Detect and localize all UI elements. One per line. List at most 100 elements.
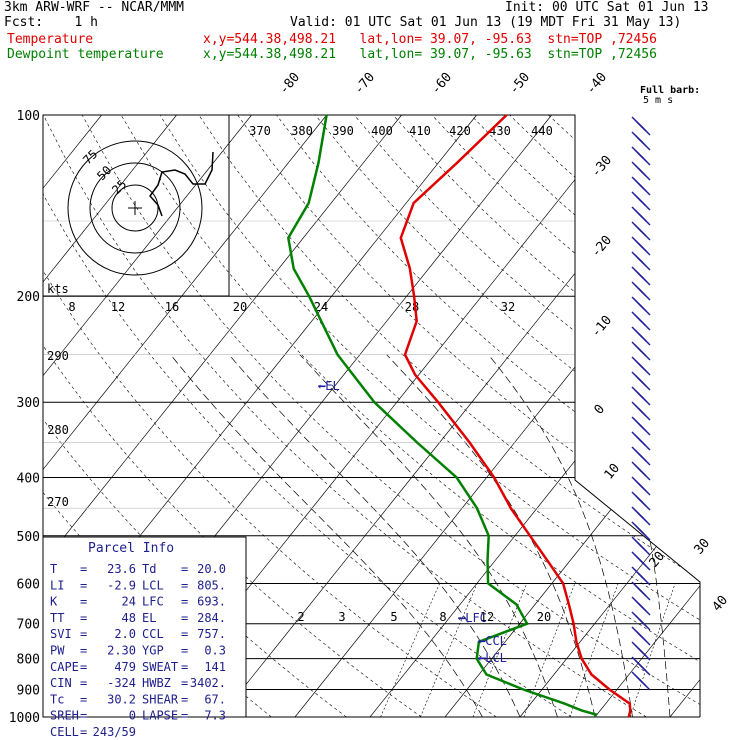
moist-adiabat — [488, 354, 633, 717]
wind-barb-flag — [637, 152, 647, 162]
parcel-field-name: HWBZ — [142, 676, 171, 690]
parcel-field-value: 805. — [197, 578, 226, 592]
isotherm-line — [669, 115, 700, 717]
model-title: 3km ARW-WRF -- NCAR/MMM — [4, 0, 185, 15]
wind-barb-flag — [637, 242, 647, 252]
wind-barb-flag — [637, 227, 647, 237]
parcel-equals: = — [80, 578, 87, 592]
pressure-tick-label: 200 — [17, 290, 40, 305]
temperature-location: x,y=544.38,498.21 lat,lon= 39.07, -95.63… — [203, 32, 657, 47]
parcel-equals: = — [80, 676, 87, 690]
wind-barb-flag — [637, 302, 647, 312]
dry-adiabat — [509, 115, 700, 717]
dry-adiabat — [237, 115, 700, 717]
parcel-equals: = — [80, 692, 87, 706]
mixing-ratio-label: 2 — [297, 610, 304, 624]
wind-barb-flag — [637, 122, 647, 132]
theta-label: 430 — [489, 124, 511, 138]
parcel-field-value: 3402. — [190, 676, 226, 690]
dry-adiabat — [198, 115, 700, 717]
isotherm-label: -60 — [429, 70, 456, 98]
dry-adiabat — [315, 115, 700, 717]
parcel-field-value: 2.30 — [107, 644, 136, 658]
theta-label: 440 — [531, 124, 553, 138]
level-marker-label: ←LCL — [478, 651, 507, 665]
mixing-ratio-label: 12 — [480, 610, 494, 624]
temperature-legend: Temperature — [7, 32, 94, 47]
parcel-field-name: YGP — [142, 644, 164, 658]
level-marker-label: ←EL — [318, 379, 340, 393]
wind-barb-flag — [637, 482, 647, 492]
parcel-field-value: 7.3 — [204, 709, 226, 723]
parcel-field-name: LI — [50, 578, 64, 592]
parcel-equals: = — [181, 578, 188, 592]
theta-label: 370 — [249, 124, 271, 138]
parcel-field-name: CIN — [50, 676, 72, 690]
hodograph-tick-label: 28 — [405, 300, 419, 314]
hodograph-tick-label: 8 — [68, 300, 75, 314]
hodograph-ring-label: 75 — [80, 147, 100, 167]
level-marker-label: ←CCL — [478, 634, 507, 648]
wind-barb-flag — [637, 512, 647, 522]
dry-adiabat — [120, 115, 700, 717]
parcel-field-value: 67. — [204, 692, 226, 706]
wind-barb-flag — [637, 557, 647, 567]
wind-barb-flag — [637, 467, 647, 477]
wind-barb-flag — [637, 212, 647, 222]
dry-adiabat — [548, 115, 700, 717]
wind-barb-flag — [637, 182, 647, 192]
wind-barb-flag — [637, 677, 647, 687]
hodograph-ring-label: 25 — [109, 177, 129, 197]
wind-barb-flag — [637, 377, 647, 387]
parcel-field-value: -2.9 — [107, 578, 136, 592]
pressure-tick-label: 700 — [17, 618, 40, 633]
wind-barbs — [631, 116, 651, 691]
plot-frame — [42, 114, 701, 717]
parcel-field-value: 757. — [197, 627, 226, 641]
parcel-field-value: 30.2 — [107, 692, 136, 706]
pressure-tick-label: 1000 — [9, 711, 40, 726]
parcel-equals: = — [80, 562, 87, 576]
parcel-equals: = — [181, 595, 188, 609]
wind-barb-flag — [637, 602, 647, 612]
wind-barb-flag — [637, 497, 647, 507]
parcel-equals: = — [80, 644, 87, 658]
parcel-field-name: PW — [50, 644, 65, 658]
parcel-field-name: CCL — [142, 627, 164, 641]
theta-label: 400 — [371, 124, 393, 138]
pressure-tick-label: 800 — [17, 653, 40, 668]
parcel-field-value: 0.3 — [204, 644, 226, 658]
temperature-profile — [399, 114, 632, 718]
dry-adiabat — [276, 115, 700, 717]
wind-barb-flag — [637, 527, 647, 537]
dewpoint-profile — [286, 114, 598, 718]
hodograph-tick-label: 16 — [165, 300, 179, 314]
isotherm-label: 10 — [602, 461, 624, 483]
pressure-tick-label: 600 — [17, 577, 40, 592]
hodograph-tick-label: 12 — [111, 300, 125, 314]
parcel-field-value: 0 — [129, 709, 136, 723]
level-marker-label: ←LFC — [458, 611, 487, 625]
mixing-ratio-label: 8 — [439, 610, 446, 624]
parcel-field-value: 141 — [204, 660, 226, 674]
pressure-tick-label: 100 — [17, 109, 40, 124]
wind-barb-flag — [637, 362, 647, 372]
isotherm-label: 30 — [692, 536, 714, 558]
forecast-hour: Fcst: 1 h — [4, 15, 98, 30]
parcel-field-name: K — [50, 595, 58, 609]
pressure-tick-label: 900 — [17, 683, 40, 698]
parcel-field-value: 24 — [122, 595, 136, 609]
parcel-field-name: SWEAT — [142, 660, 178, 674]
isotherm-label: -30 — [589, 153, 616, 181]
wind-barb-flag — [637, 317, 647, 327]
isotherm-line — [219, 115, 700, 717]
isotherm-label: -10 — [589, 313, 616, 341]
wind-barb-flag — [637, 347, 647, 357]
isotherm-label: 40 — [710, 593, 732, 615]
parcel-equals: = — [181, 692, 188, 706]
hodograph-tick-label: 32 — [501, 300, 515, 314]
parcel-field-name: LFC — [142, 595, 164, 609]
parcel-equals: = — [80, 627, 87, 641]
isotherm-label: -70 — [352, 70, 379, 98]
